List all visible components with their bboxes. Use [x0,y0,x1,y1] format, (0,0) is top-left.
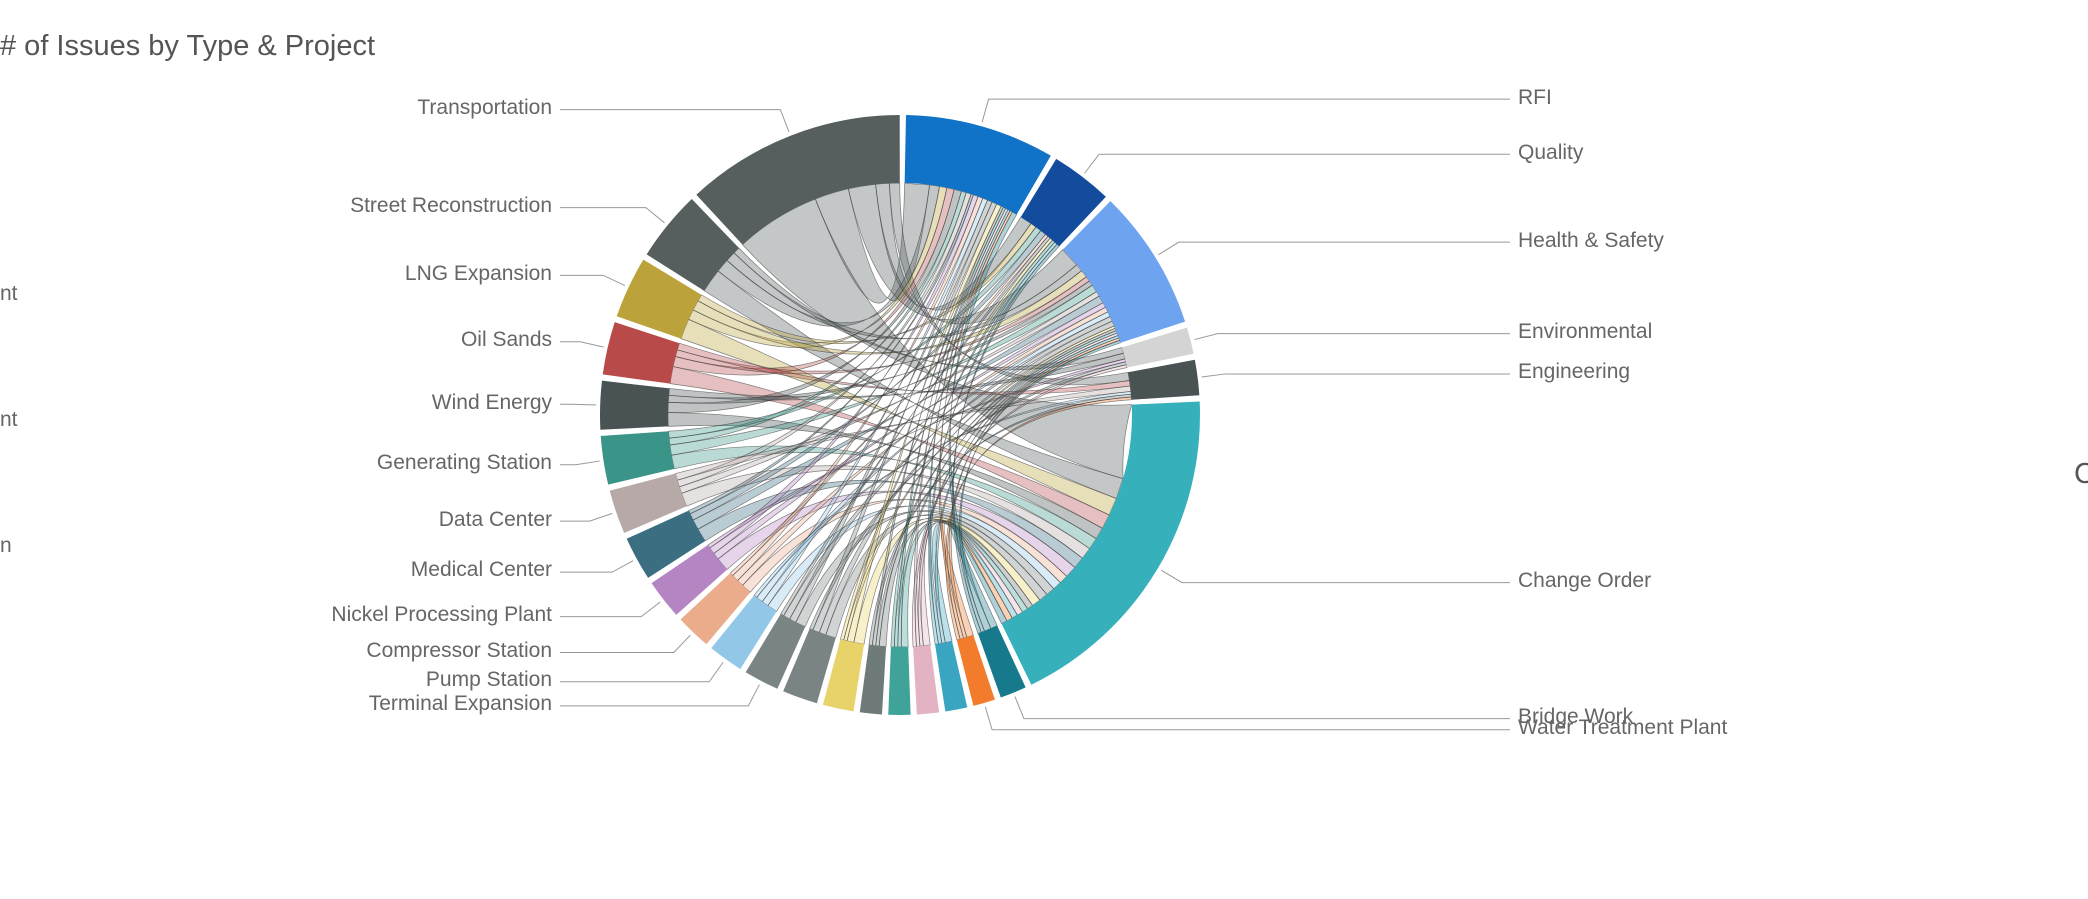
leader-line [1202,374,1510,377]
chord-arc[interactable] [601,431,675,484]
arc-label: Pump Station [426,668,552,692]
arc-label: Health & Safety [1518,229,1664,253]
right-fragment: C [2074,458,2088,491]
chord-arc[interactable] [860,645,886,715]
arc-label: Street Reconstruction [350,194,552,218]
leader-line [1194,334,1510,340]
arc-label: Generating Station [377,451,552,475]
leader-line [560,404,596,405]
arc-label: Oil Sands [461,328,552,352]
arc-label: Medical Center [411,558,552,582]
leader-line [560,461,600,465]
leader-line [1158,242,1510,255]
leader-line [560,342,604,347]
leader-line [1015,696,1510,718]
arc-label: Data Center [439,508,552,532]
arc-label: Quality [1518,141,1583,165]
chord-chart-container: # of Issues by Type & Project nt nt n C … [0,0,2088,899]
leader-line [560,662,723,682]
chord-svg [0,0,2088,899]
leader-line [560,602,660,617]
left-fragment-1: nt [0,282,18,306]
arc-label: Nickel Processing Plant [331,603,552,627]
arc-label: Change Order [1518,569,1651,593]
leader-line [560,275,625,285]
chord-arc[interactable] [913,645,939,715]
leader-line [1084,154,1510,173]
leader-line [560,685,759,706]
arc-label: Transportation [417,96,552,120]
arc-label: Wind Energy [432,391,552,415]
arc-label: RFI [1518,86,1552,110]
arc-label: Water Treatment Plant [1518,716,1727,740]
arc-label: Terminal Expansion [369,692,552,716]
leader-line [560,561,633,572]
leader-line [1161,570,1510,582]
arc-label: LNG Expansion [405,262,552,286]
chord-arc[interactable] [600,381,670,430]
leader-line [560,513,612,521]
left-fragment-3: n [0,534,12,558]
arc-label: Compressor Station [366,639,552,663]
leader-line [560,635,690,652]
chord-arc[interactable] [888,647,910,715]
arc-label: Environmental [1518,320,1652,344]
leader-line [982,99,1510,122]
chord-arc[interactable] [1128,360,1199,400]
leader-line [560,110,789,132]
left-fragment-2: nt [0,408,18,432]
arc-label: Engineering [1518,360,1630,384]
leader-line [560,208,664,223]
